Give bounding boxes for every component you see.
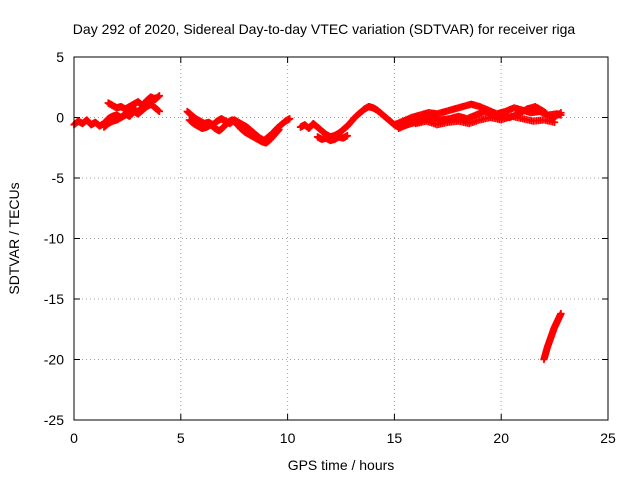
data-point (286, 115, 294, 123)
data-point (155, 107, 164, 116)
data-point (551, 118, 559, 126)
chart-title: Day 292 of 2020, Sidereal Day-to-day VTE… (73, 21, 576, 37)
data-point (343, 132, 352, 140)
x-tick-label: 25 (600, 430, 616, 446)
y-tick-label: -15 (44, 291, 64, 307)
data-point (557, 309, 565, 318)
x-axis-label: GPS time / hours (288, 457, 395, 473)
y-tick-label: 5 (56, 49, 64, 65)
x-tick-label: 5 (177, 430, 185, 446)
tick-labels: 0 5 10 15 20 25 5 0 -5 -10 -15 -20 -25 (44, 49, 616, 446)
y-axis-label: SDTVAR / TECUs (6, 182, 22, 294)
y-tick-label: -20 (44, 352, 64, 368)
y-tick-label: -25 (44, 412, 64, 428)
data-points (70, 92, 565, 364)
plot-frame (73, 56, 609, 421)
data-point (555, 110, 564, 118)
x-tick-label: 20 (493, 430, 509, 446)
y-tick-label: -5 (52, 170, 65, 186)
x-tick-label: 0 (70, 430, 78, 446)
data-point (275, 126, 283, 134)
data-point (557, 109, 565, 117)
data-point (155, 92, 164, 100)
data-point (151, 94, 159, 102)
y-tick-label: -10 (44, 231, 64, 247)
x-tick-label: 10 (280, 430, 296, 446)
y-tick-label: 0 (56, 110, 64, 126)
x-tick-label: 15 (387, 430, 403, 446)
